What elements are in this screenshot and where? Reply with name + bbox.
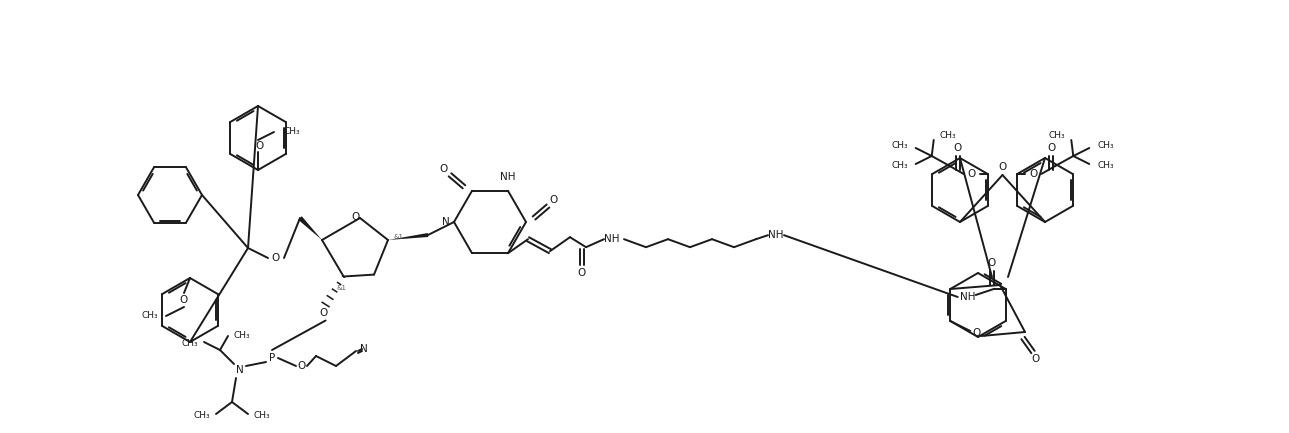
Text: O: O <box>1029 169 1038 179</box>
Text: P: P <box>269 353 275 363</box>
Text: NH: NH <box>768 230 784 240</box>
Text: O: O <box>255 141 263 151</box>
Text: O: O <box>987 258 996 268</box>
Text: NH: NH <box>960 292 976 302</box>
Text: O: O <box>440 164 449 174</box>
Text: CH₃: CH₃ <box>235 330 250 339</box>
Text: CH₃: CH₃ <box>182 339 199 349</box>
Text: CH₃: CH₃ <box>940 132 956 140</box>
Text: O: O <box>180 295 188 305</box>
Text: CH₃: CH₃ <box>891 162 907 171</box>
Text: O: O <box>550 195 558 205</box>
Text: CH₃: CH₃ <box>254 411 271 420</box>
Text: O: O <box>352 212 360 222</box>
Text: O: O <box>954 143 962 153</box>
Text: O: O <box>577 268 586 278</box>
Text: N: N <box>442 217 450 227</box>
Text: O: O <box>1047 143 1056 153</box>
Text: &1: &1 <box>393 234 403 240</box>
Text: CH₃: CH₃ <box>284 127 300 136</box>
Text: N: N <box>236 365 244 375</box>
Text: CH₃: CH₃ <box>1097 142 1114 151</box>
Text: &1: &1 <box>336 285 347 291</box>
Text: NH: NH <box>500 172 516 182</box>
Text: O: O <box>972 328 981 338</box>
Text: CH₃: CH₃ <box>1049 132 1065 140</box>
Text: O: O <box>1031 354 1039 364</box>
Text: O: O <box>298 361 305 371</box>
Text: NH: NH <box>605 234 620 244</box>
Text: O: O <box>320 308 327 319</box>
Polygon shape <box>388 233 428 240</box>
Text: CH₃: CH₃ <box>1097 162 1114 171</box>
Polygon shape <box>298 216 322 240</box>
Text: CH₃: CH₃ <box>193 411 210 420</box>
Text: O: O <box>999 162 1007 172</box>
Text: N: N <box>360 344 367 354</box>
Text: CH₃: CH₃ <box>142 311 159 320</box>
Text: O: O <box>272 253 280 263</box>
Text: CH₃: CH₃ <box>891 142 907 151</box>
Text: O: O <box>968 169 976 179</box>
